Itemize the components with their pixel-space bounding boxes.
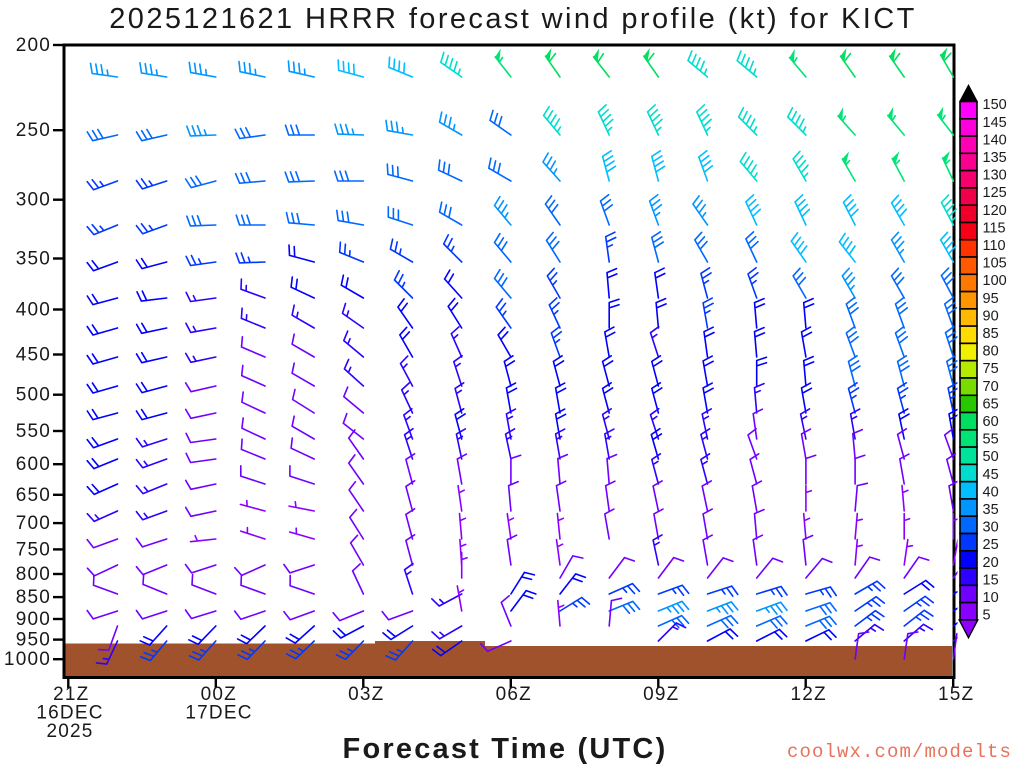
svg-text:1000: 1000 xyxy=(4,649,51,670)
svg-text:00Z: 00Z xyxy=(201,684,237,705)
svg-text:600: 600 xyxy=(16,454,51,475)
svg-text:110: 110 xyxy=(983,238,1006,254)
svg-text:500: 500 xyxy=(16,385,51,406)
svg-text:950: 950 xyxy=(16,630,51,651)
svg-text:65: 65 xyxy=(983,396,999,412)
svg-text:70: 70 xyxy=(983,379,999,395)
svg-text:900: 900 xyxy=(16,609,51,630)
svg-text:5: 5 xyxy=(983,608,991,624)
svg-text:45: 45 xyxy=(983,467,999,483)
svg-text:55: 55 xyxy=(983,432,999,448)
svg-text:145: 145 xyxy=(983,115,1007,131)
svg-text:95: 95 xyxy=(983,291,999,307)
svg-text:coolwx.com/modelts: coolwx.com/modelts xyxy=(787,741,1012,763)
svg-text:17DEC: 17DEC xyxy=(185,703,252,724)
svg-text:06Z: 06Z xyxy=(496,684,532,705)
svg-text:03Z: 03Z xyxy=(348,684,384,705)
svg-text:12Z: 12Z xyxy=(791,684,827,705)
svg-text:250: 250 xyxy=(16,120,51,141)
svg-text:100: 100 xyxy=(983,273,1007,289)
svg-text:16DEC: 16DEC xyxy=(36,703,103,724)
svg-text:21Z: 21Z xyxy=(53,684,89,705)
svg-text:550: 550 xyxy=(16,421,51,442)
svg-text:09Z: 09Z xyxy=(643,684,679,705)
svg-text:25: 25 xyxy=(983,537,999,553)
svg-text:10: 10 xyxy=(983,590,999,606)
svg-text:80: 80 xyxy=(983,344,999,360)
svg-text:115: 115 xyxy=(983,220,1006,236)
svg-text:450: 450 xyxy=(16,345,51,366)
svg-text:20: 20 xyxy=(983,555,999,571)
svg-text:90: 90 xyxy=(983,308,999,324)
svg-text:135: 135 xyxy=(983,150,1007,166)
svg-text:200: 200 xyxy=(16,35,51,56)
svg-text:300: 300 xyxy=(16,190,51,211)
svg-text:40: 40 xyxy=(983,484,999,500)
svg-text:350: 350 xyxy=(16,249,51,270)
svg-text:650: 650 xyxy=(16,485,51,506)
svg-text:400: 400 xyxy=(16,300,51,321)
svg-text:800: 800 xyxy=(16,564,51,585)
svg-text:150: 150 xyxy=(983,97,1007,113)
svg-text:140: 140 xyxy=(983,132,1007,148)
svg-text:105: 105 xyxy=(983,256,1007,272)
svg-text:750: 750 xyxy=(16,539,51,560)
svg-text:35: 35 xyxy=(983,502,999,518)
svg-text:15Z: 15Z xyxy=(938,684,974,705)
svg-text:50: 50 xyxy=(983,449,999,465)
svg-text:Forecast Time (UTC): Forecast Time (UTC) xyxy=(343,733,668,765)
svg-text:850: 850 xyxy=(16,587,51,608)
svg-text:60: 60 xyxy=(983,414,999,430)
svg-text:30: 30 xyxy=(983,520,999,536)
svg-text:2025121621 HRRR forecast wind: 2025121621 HRRR forecast wind profile (k… xyxy=(109,3,916,35)
svg-text:85: 85 xyxy=(983,326,999,342)
svg-text:15: 15 xyxy=(983,572,999,588)
svg-text:125: 125 xyxy=(983,185,1007,201)
svg-text:130: 130 xyxy=(983,168,1007,184)
svg-text:700: 700 xyxy=(16,513,51,534)
svg-text:75: 75 xyxy=(983,361,999,377)
svg-text:2025: 2025 xyxy=(46,721,93,742)
svg-text:120: 120 xyxy=(983,203,1007,219)
